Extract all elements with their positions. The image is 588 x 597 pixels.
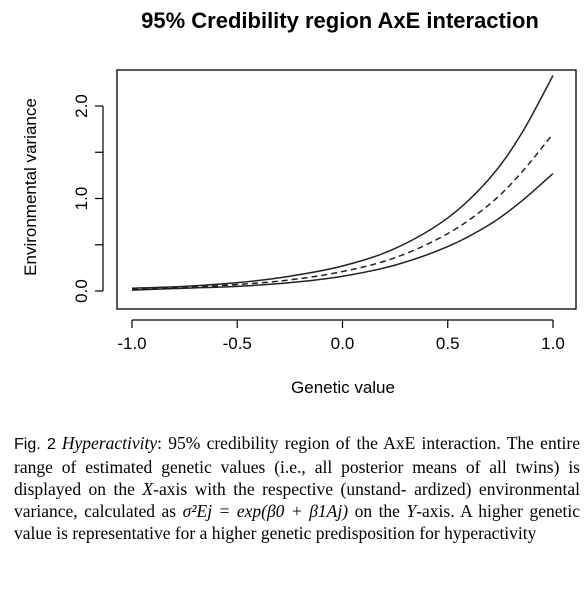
caption-line3-rest: -axis with the respective (unstand-	[153, 479, 407, 499]
caption-y-axis-name: Y	[406, 501, 417, 521]
chart-title: 95% Credibility region AxE interaction	[141, 8, 539, 33]
plot-frame	[116, 69, 577, 310]
y-axis-label: Environmental variance	[21, 98, 40, 276]
caption-italic-lead: Hyperactivity	[61, 433, 158, 453]
y-tick-label: 0.0	[72, 279, 91, 303]
caption-line6: genetic predisposition for hyperactivity	[260, 523, 537, 543]
caption-formula: σ²Ej = exp(β0 + β1Aj)	[182, 501, 349, 521]
x-tick-label: 0.0	[331, 334, 355, 353]
caption-line4: ardized) environmental variance, calcula…	[14, 479, 581, 521]
x-tick-label: -0.5	[223, 334, 252, 353]
figure-caption: Fig. 2 Hyperactivity: 95% credibility reg…	[14, 432, 580, 544]
x-tick-label: 1.0	[541, 334, 565, 353]
y-tick-label: 2.0	[72, 94, 91, 118]
chart: 95% Credibility region AxE interaction -…	[21, 8, 577, 397]
caption-line5: on the	[354, 501, 407, 521]
y-tick-label: 1.0	[72, 187, 91, 211]
x-tick-label: -1.0	[117, 334, 146, 353]
axes: -1.0 -0.5 0.0 0.5 1.0 0.0 1.0 2.0	[72, 94, 565, 353]
caption-line5-rest: -axis. A higher genetic value is represe…	[14, 501, 580, 543]
caption-line2: The entire range of estimated genetic va…	[14, 433, 581, 477]
series-group	[131, 75, 554, 291]
caption-x-axis-name: X	[142, 479, 154, 499]
lower-bound-line	[131, 172, 554, 291]
x-tick-label: 0.5	[436, 334, 460, 353]
caption-line1: : 95% credibility region of the AxE inte…	[157, 433, 501, 453]
x-axis-label: Genetic value	[291, 378, 395, 397]
caption-line3: of all twins) is displayed on the	[14, 457, 580, 499]
caption-label: Fig. 2	[14, 436, 56, 453]
upper-bound-line	[131, 75, 554, 289]
figure: 95% Credibility region AxE interaction -…	[21, 8, 577, 397]
